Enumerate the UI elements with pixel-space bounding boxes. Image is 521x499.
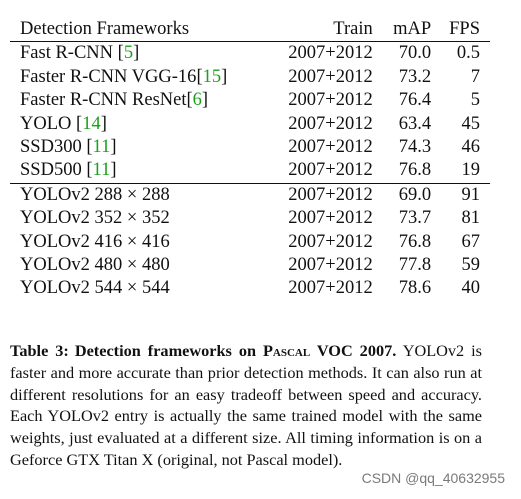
citation-link[interactable]: 5 [123,43,134,64]
citation-link[interactable]: 11 [92,160,111,181]
cell-map: 76.8 [398,231,432,252]
cell-train: 2007+2012 [288,184,373,205]
caption-body: YOLOv2 is faster and more accurate than … [10,341,482,469]
cell-framework: YOLOv2 480 × 480 [10,254,270,277]
table-row: YOLO [14] 2007+2012 63.4 45 [10,113,490,136]
header-frameworks: Detection Frameworks [20,19,190,39]
cell-fps: 19 [461,160,481,181]
cell-map: 76.4 [398,90,432,111]
header-train: Train [333,19,373,39]
cell-train: 2007+2012 [288,208,373,229]
caption-title-pascal: Pascal [262,341,311,360]
framework-name: YOLOv2 544 × 544 [20,278,170,299]
framework-name: YOLOv2 480 × 480 [20,255,170,276]
watermark: CSDN @qq_40632955 [361,470,505,486]
cell-framework: YOLO [14] [20,113,107,134]
cell-train: 2007+2012 [288,278,373,299]
table-row: YOLOv2 544 × 544 2007+2012 78.6 40 [10,277,490,300]
cell-map: 77.8 [398,255,432,276]
table-row: YOLOv2 480 × 480 2007+2012 77.8 59 [10,254,490,277]
cell-map: 73.7 [398,208,432,229]
cell-map: 74.3 [398,137,432,158]
cell-fps: 81 [461,208,481,229]
cell-map: 76.8 [398,160,432,181]
framework-name: Fast R-CNN [20,43,118,64]
cell-fps: 59 [461,255,481,276]
cell-fps: 91 [461,184,481,205]
caption-label: Table 3: [10,341,69,360]
cell-map: 78.6 [398,278,432,299]
baseline-group: Fast R-CNN [5] 2007+2012 70.0 0.5 Faster R-C… [10,42,490,184]
cell-framework: YOLOv2 352 × 352 [10,207,270,230]
cell-fps: 5 [470,90,480,111]
citation-link[interactable]: 14 [82,113,101,134]
table-row: YOLOv2 352 × 352 2007+2012 73.7 81 [10,207,490,230]
cell-map: 69.0 [398,184,432,205]
framework-name: Faster R-CNN VGG-16 [20,66,197,87]
cell-fps: 46 [461,137,481,158]
table-row: Fast R-CNN [5] 2007+2012 70.0 0.5 [10,42,490,66]
cell-map: 73.2 [398,66,432,87]
table-header: Detection Frameworks Train mAP FPS [10,18,490,42]
framework-name: YOLOv2 416 × 416 [20,231,170,252]
cell-fps: 7 [470,66,480,87]
cell-fps: 0.5 [456,43,480,64]
cell-framework: SSD500 [11] [20,160,117,181]
table-row: YOLOv2 416 × 416 2007+2012 76.8 67 [10,231,490,254]
cell-framework: YOLOv2 288 × 288 [10,183,270,207]
caption-title-part-b: VOC 2007. [310,341,397,360]
cell-train: 2007+2012 [288,43,373,64]
header-row: Detection Frameworks Train mAP FPS [10,18,490,42]
cell-train: 2007+2012 [288,255,373,276]
framework-name: YOLO [20,113,77,134]
citation-link[interactable]: 15 [202,66,222,87]
header-map: mAP [393,19,432,39]
framework-name: Faster R-CNN ResNet [20,90,187,111]
yolov2-group: YOLOv2 288 × 288 2007+2012 69.0 91 YOLOv2 35… [10,183,490,301]
cell-train: 2007+2012 [288,231,373,252]
cell-train: 2007+2012 [288,113,373,134]
results-table: Detection Frameworks Train mAP FPS Fast … [10,18,490,301]
cell-framework: Fast R-CNN [5] [20,43,140,64]
table-row: SSD500 [11] 2007+2012 76.8 19 [10,159,490,184]
framework-name: YOLOv2 288 × 288 [20,184,170,205]
cell-fps: 40 [461,278,481,299]
citation-link[interactable]: 11 [92,137,111,158]
cell-framework: SSD300 [11] [20,137,117,158]
cell-framework: Faster R-CNN VGG-16[15] [20,66,228,87]
table-caption: Table 3: Detection frameworks on Pascal V… [10,340,482,471]
cell-framework: YOLOv2 544 × 544 [10,277,270,300]
cell-map: 63.4 [398,113,432,134]
cell-framework: YOLOv2 416 × 416 [10,231,270,254]
framework-name: SSD300 [20,137,87,158]
citation-link[interactable]: 6 [192,90,202,111]
table-row: Faster R-CNN ResNet[6] 2007+2012 76.4 5 [10,89,490,112]
table-row: YOLOv2 288 × 288 2007+2012 69.0 91 [10,183,490,207]
framework-name: SSD500 [20,160,87,181]
cell-map: 70.0 [398,43,432,64]
cell-train: 2007+2012 [288,66,373,87]
cell-train: 2007+2012 [288,90,373,111]
cell-framework: Faster R-CNN ResNet[6] [20,90,209,111]
table-row: SSD300 [11] 2007+2012 74.3 46 [10,136,490,159]
cell-train: 2007+2012 [288,137,373,158]
cell-fps: 67 [461,231,481,252]
cell-train: 2007+2012 [288,160,373,181]
caption-title-part-a: Detection frameworks on [74,341,263,360]
table-row: Faster R-CNN VGG-16[15] 2007+2012 73.2 7 [10,66,490,89]
framework-name: YOLOv2 352 × 352 [20,208,170,229]
header-fps: FPS [449,19,480,39]
cell-fps: 45 [461,113,481,134]
caption-title: Detection frameworks on Pascal VOC 2007. [75,341,397,360]
